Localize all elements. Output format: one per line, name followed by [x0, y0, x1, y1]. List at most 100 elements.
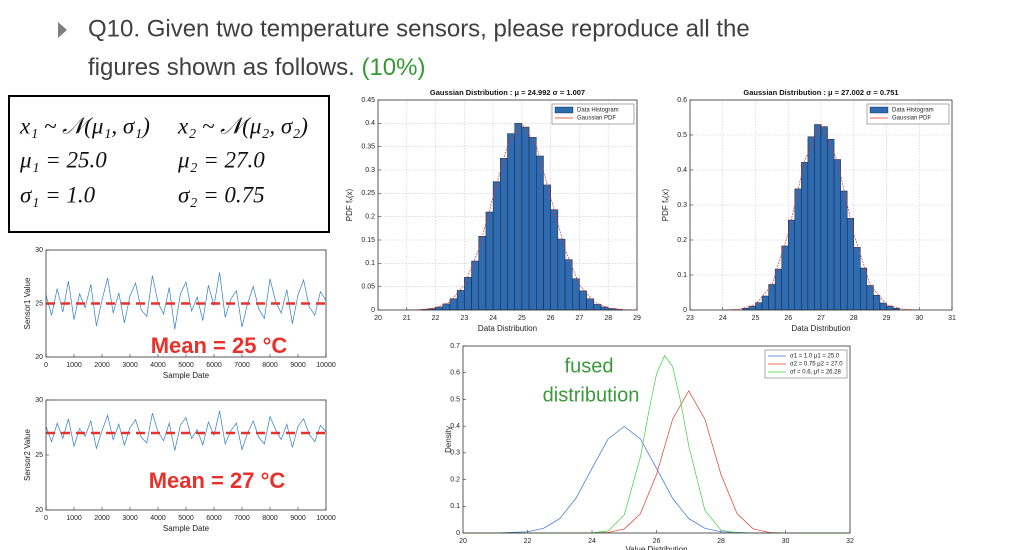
- y-tick-label: 0.05: [361, 284, 375, 291]
- x-tick-label: 2000: [94, 362, 110, 369]
- histogram-bar: [528, 137, 537, 311]
- histogram-bar: [593, 304, 602, 311]
- x-tick-label: 4000: [150, 362, 166, 369]
- axes-frame: [45, 399, 327, 511]
- x-tick-label: 29: [633, 315, 641, 322]
- y-axis-label: PDF fₓ(x): [661, 188, 670, 221]
- x-tick-label: 3000: [122, 515, 138, 522]
- x-tick-label: 1000: [66, 362, 82, 369]
- legend-swatch: [554, 106, 574, 114]
- histogram-bar: [761, 295, 769, 311]
- legend-label: Data Histogram: [577, 108, 619, 114]
- formula: μ₂ = 27.0: [177, 147, 265, 172]
- x-axis-label: Data Distribution: [478, 324, 537, 333]
- x-tick-label: 10000: [316, 362, 336, 369]
- data-line: [722, 122, 920, 311]
- x-tick-label: 3000: [122, 362, 138, 369]
- histogram-bar: [866, 285, 874, 311]
- histogram-bar: [514, 123, 523, 311]
- x-axis-label: Data Distribution: [791, 324, 850, 333]
- histogram-bar: [521, 126, 530, 311]
- axes-frame: [462, 345, 851, 534]
- histogram-bar: [564, 259, 573, 311]
- y-tick-label: 0.2: [365, 214, 375, 221]
- x-tick-label: 22: [432, 315, 440, 322]
- slide-title-part: figures shown as follows.: [88, 54, 355, 81]
- x-tick-label: 20: [374, 315, 382, 322]
- y-tick-label: 0.1: [677, 272, 687, 279]
- histogram-bar: [801, 162, 809, 311]
- x-tick-label: 27: [817, 315, 825, 322]
- formula: μ₁ = 25.0: [19, 147, 107, 172]
- x-tick-label: 27: [576, 315, 584, 322]
- histogram-bar: [748, 305, 756, 311]
- x-tick-label: 1000: [66, 515, 82, 522]
- histogram-bar: [500, 158, 508, 311]
- x-tick-label: 26: [653, 538, 661, 545]
- axes-frame: [689, 99, 953, 311]
- x-tick-label: 25: [752, 315, 760, 322]
- legend-label: σf = 0.6, μf = 26.28: [790, 370, 842, 376]
- formula: x₂ ~ 𝒩(μ₂, σ₂): [177, 113, 308, 138]
- data-line: [462, 354, 850, 534]
- x-tick-label: 24: [588, 538, 596, 545]
- histogram-bar: [873, 295, 881, 311]
- x-tick-label: 30: [915, 315, 923, 322]
- histogram-bar: [820, 126, 828, 311]
- x-tick-label: 7000: [234, 362, 250, 369]
- y-tick-label: 0: [371, 307, 375, 314]
- x-tick-label: 32: [846, 538, 854, 545]
- y-tick-label: 0.4: [450, 423, 460, 430]
- y-tick-label: 0.4: [677, 167, 687, 174]
- histogram-bar: [485, 211, 494, 311]
- y-tick-label: 0.15: [361, 237, 375, 244]
- histogram-bar: [814, 124, 822, 311]
- y-tick-label: 0.5: [450, 396, 460, 403]
- slide-title: Q10. Given two temperature sensors, plea…: [88, 15, 750, 42]
- plot-area: [46, 400, 326, 510]
- legend-box: [764, 349, 848, 379]
- formula: x₁ ~ 𝒩(μ₁, σ₁): [19, 113, 150, 138]
- y-tick-label: 0.6: [450, 370, 460, 377]
- histogram-bar: [846, 218, 855, 311]
- axes-frame: [377, 99, 638, 311]
- legend-label: Data Histogram: [892, 108, 934, 114]
- annotation: Mean = 27 °C: [149, 468, 286, 493]
- y-tick-label: 0.7: [450, 343, 460, 350]
- y-tick-label: 0.2: [677, 237, 687, 244]
- x-tick-label: 20: [459, 538, 467, 545]
- histogram-bar: [579, 290, 587, 311]
- x-tick-label: 6000: [206, 515, 222, 522]
- histogram-bar: [781, 245, 789, 311]
- legend-swatch: [869, 106, 889, 114]
- histogram-bar: [586, 298, 595, 311]
- y-axis-label: Density: [444, 426, 453, 453]
- x-tick-label: 23: [686, 315, 694, 322]
- histogram-bar: [557, 238, 566, 311]
- data-line: [45, 272, 327, 330]
- x-tick-label: 6000: [206, 362, 222, 369]
- x-tick-label: 9000: [290, 515, 306, 522]
- y-tick-label: 0.1: [365, 260, 375, 267]
- x-tick-label: 23: [460, 315, 468, 322]
- formula-box: [8, 95, 330, 233]
- data-line: [462, 390, 851, 534]
- histogram-bar: [827, 138, 835, 311]
- y-axis-label: PDF fₓ(x): [345, 188, 354, 221]
- y-tick-label: 0.2: [450, 476, 460, 483]
- formula: σ₁ = 1.0: [20, 182, 96, 207]
- data-line: [406, 123, 638, 311]
- histogram-bar: [853, 247, 861, 311]
- y-axis-label: Sensor2 Value: [23, 429, 32, 481]
- histogram-bar: [860, 267, 868, 311]
- histogram-bar: [833, 159, 841, 311]
- x-tick-label: 26: [547, 315, 555, 322]
- y-tick-label: 0.3: [365, 167, 375, 174]
- y-tick-label: 25: [35, 300, 43, 307]
- x-tick-label: 8000: [262, 515, 278, 522]
- histogram-bar: [456, 290, 465, 311]
- x-tick-label: 30: [782, 538, 790, 545]
- x-tick-label: 2000: [94, 515, 110, 522]
- histogram-bar: [788, 219, 796, 311]
